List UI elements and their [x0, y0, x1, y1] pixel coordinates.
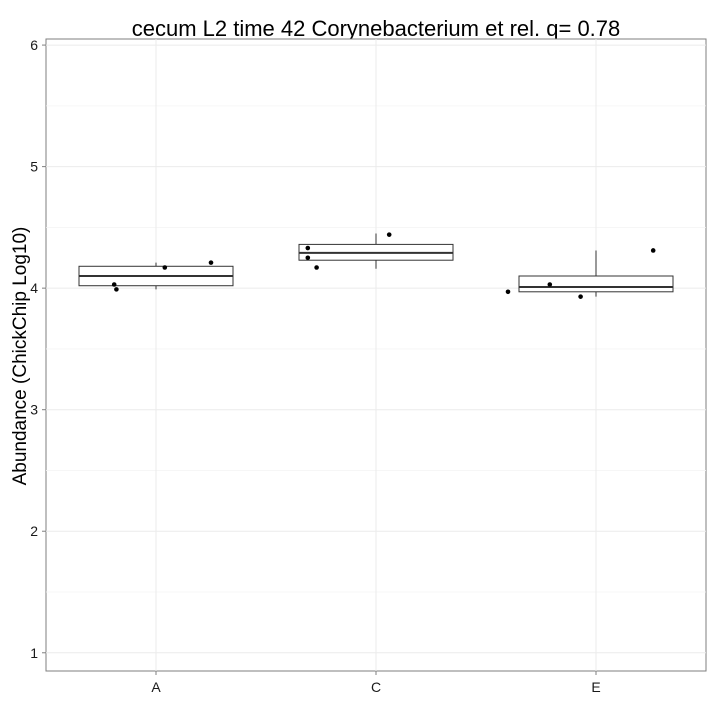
box-body: [518, 275, 674, 293]
y-tick-label: 1: [30, 645, 38, 661]
y-tick-label: 5: [30, 159, 38, 175]
data-points: [111, 232, 656, 299]
x-tick-label: E: [591, 679, 600, 695]
y-tick-label: 3: [30, 402, 38, 418]
y-axis-label: Abundance (ChickChip Log10): [10, 227, 31, 486]
data-point: [208, 260, 214, 265]
data-point: [314, 265, 319, 270]
data-point: [547, 282, 553, 287]
chart-title: cecum L2 time 42 Corynebacterium et rel.…: [132, 16, 621, 41]
y-axis-ticks: 1 2 3 4 5 6: [30, 37, 46, 661]
box-E: [518, 250, 674, 297]
x-tick-label: C: [371, 679, 381, 695]
data-point: [305, 245, 311, 251]
data-point: [505, 289, 511, 295]
x-tick-label: A: [151, 679, 161, 695]
box-A: [78, 262, 234, 290]
data-point: [386, 232, 392, 237]
data-point: [114, 287, 119, 292]
y-tick-label: 4: [30, 280, 38, 296]
data-point: [111, 282, 117, 287]
boxes: [78, 233, 674, 297]
y-tick-label: 2: [30, 523, 38, 539]
box-C: [298, 233, 454, 269]
data-point: [305, 255, 311, 261]
data-point: [578, 294, 583, 299]
y-tick-label: 6: [30, 37, 38, 53]
data-point: [162, 265, 168, 270]
data-point: [650, 248, 656, 253]
